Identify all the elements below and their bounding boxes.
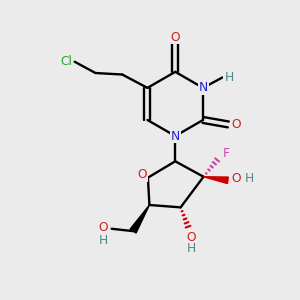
Text: H: H: [244, 172, 254, 185]
Text: H: H: [99, 234, 108, 247]
Text: H: H: [224, 71, 233, 84]
Text: O: O: [231, 172, 241, 185]
Text: O: O: [137, 168, 147, 181]
Text: O: O: [98, 221, 108, 234]
Text: H: H: [186, 242, 196, 256]
Text: N: N: [198, 81, 208, 94]
Text: F: F: [223, 147, 230, 160]
Text: O: O: [232, 118, 242, 131]
Text: N: N: [171, 130, 180, 142]
Polygon shape: [203, 177, 228, 184]
Polygon shape: [130, 205, 149, 233]
Text: O: O: [170, 31, 180, 44]
Text: O: O: [186, 232, 196, 244]
Text: Cl: Cl: [60, 55, 72, 68]
